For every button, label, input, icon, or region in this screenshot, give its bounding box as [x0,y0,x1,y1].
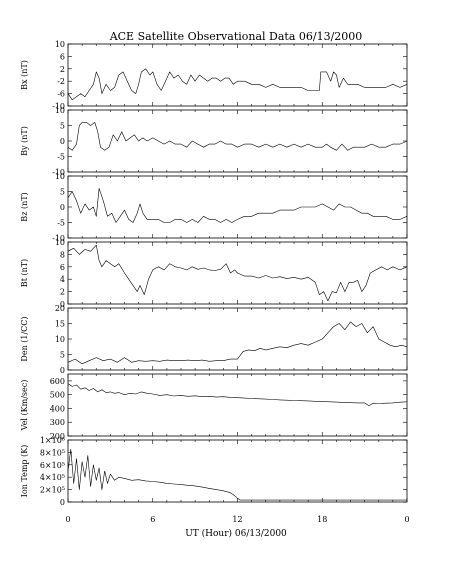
y-tick-label: -10 [52,234,65,243]
y-tick-label: 10 [55,172,65,181]
y-tick-label: 6 [60,52,65,61]
panel-1: -10 -6 -2 2 6 10 Bx (nT) [20,40,408,111]
series-line [67,449,407,501]
y-tick-label: -6 [57,90,65,99]
y-tick-label: 5 [60,351,65,360]
series-line [67,383,408,406]
y-tick-label: -5 [57,219,65,228]
y-axis-label: Bt (nT) [20,259,29,287]
y-tick-label: 20 [55,304,65,313]
y-tick-label: 10 [55,40,65,49]
series-line [67,244,408,302]
panel-6: 200 300 400 500 600 Vel (Km/sec) [20,373,408,441]
series-line [67,188,408,223]
y-axis-label: Ion Temp (K) [20,445,29,498]
x-tick-label: 18 [317,515,327,524]
y-tick-label: 0 [60,203,65,212]
panels-group: -10 -6 -2 2 6 10 Bx (nT) -10 -5 0 5 10 By (nT) -10 -5 0… [20,40,408,507]
y-tick-label: 4 [60,275,65,284]
panel-4: 0 2 4 6 8 10 Bt (nT) [20,238,408,309]
panel-2: -10 -5 0 5 10 By (nT) [20,106,408,177]
series-line [67,321,408,365]
y-tick-label: -10 [52,168,65,177]
y-axis-label: By (nT) [20,126,29,156]
y-tick-label: 0 [60,300,65,309]
y-tick-label: 8 [60,250,65,259]
y-tick-label: -10 [52,102,65,111]
panel-3: -10 -5 0 5 10 Bz (nT) [20,172,408,243]
y-tick-label: 600 [50,377,65,386]
y-tick-label: 300 [50,418,65,427]
y-tick-label: 4×10⁵ [40,473,65,482]
series-line [67,122,408,151]
y-tick-label: 2×10⁵ [40,486,65,495]
y-tick-label: 10 [55,106,65,115]
y-tick-label: 10 [55,335,65,344]
y-tick-label: 6×10⁵ [40,461,65,470]
y-tick-label: 6 [60,263,65,272]
y-tick-label: -5 [57,153,65,162]
y-tick-label: 0 [60,137,65,146]
y-tick-label: 2 [60,288,65,297]
y-tick-label: 15 [55,320,65,329]
x-tick-label: 0 [65,515,70,524]
y-axis-label: Bx (nT) [20,60,29,90]
panel-frame [67,373,408,437]
y-tick-label: 500 [50,391,65,400]
y-axis-label: Den (1/CC) [20,316,29,361]
y-tick-label: 5 [60,188,65,197]
y-axis-label: Vel (Km/sec) [20,380,29,432]
chart-title: ACE Satellite Observational Data 06/13/2… [109,30,363,43]
x-axis-label: UT (Hour) 06/13/2000 [185,528,287,539]
y-tick-label: 0 [60,366,65,375]
panel-frame [67,439,408,503]
y-tick-label: 2 [60,65,65,74]
x-tick-label: 6 [150,515,155,524]
panel-7: 0 2×10⁵ 4×10⁵ 6×10⁵ 8×10⁵ 1×10⁶ Ion Temp (K) [20,436,408,507]
panel-5: 0 5 10 15 20 Den (1/CC) [20,304,408,375]
panel-frame [67,175,408,239]
y-tick-label: -2 [57,77,65,86]
series-line [67,68,408,101]
panel-frame [67,307,408,371]
y-tick-label: 10 [55,238,65,247]
x-axis: 0 6 12 18 0 [65,515,409,524]
x-tick-label: 0 [404,515,409,524]
y-tick-label: 400 [50,404,65,413]
panel-frame [67,109,408,173]
y-tick-label: 1×10⁶ [40,436,65,445]
x-tick-label: 12 [232,515,242,524]
y-axis-label: Bz (nT) [20,192,29,221]
y-tick-label: 5 [60,122,65,131]
y-tick-label: 8×10⁵ [40,448,65,457]
y-tick-label: 200 [50,432,65,441]
y-tick-label: 0 [60,498,65,507]
